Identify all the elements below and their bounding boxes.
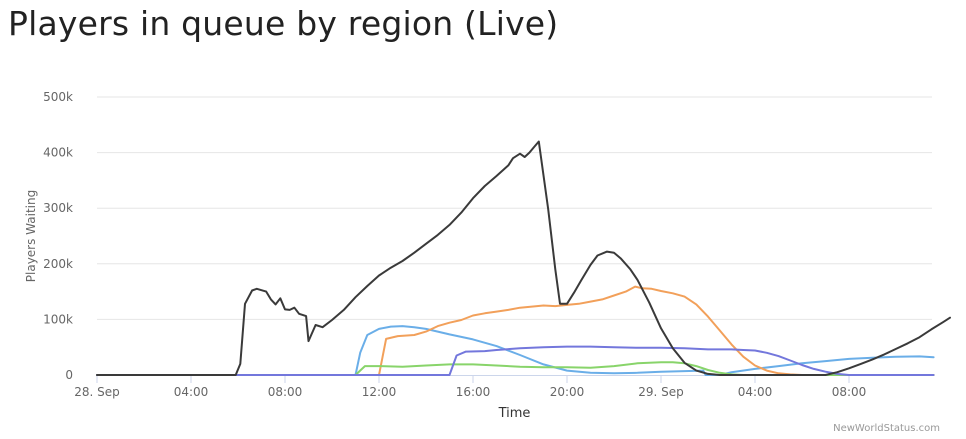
y-axis-ticks: 0 100k 200k 300k 400k 500k: [43, 90, 73, 382]
y-tick-label: 100k: [43, 312, 73, 326]
y-tick-label: 200k: [43, 257, 73, 271]
series-line-4[interactable]: [96, 345, 935, 376]
x-tick-label: 29. Sep: [638, 385, 684, 399]
x-tick-label: 04:00: [174, 385, 209, 399]
y-axis-title: Players Waiting: [24, 190, 38, 282]
y-tick-label: 500k: [43, 90, 73, 104]
page-title: Players in queue by region (Live): [8, 4, 559, 43]
y-gridlines: [97, 96, 932, 320]
y-tick-label: 400k: [43, 146, 73, 160]
x-tick-label: 28. Sep: [74, 385, 120, 399]
x-tick-label: 20:00: [550, 385, 585, 399]
x-tick-label: 16:00: [456, 385, 491, 399]
x-axis-ticks: 28. Sep 04:00 08:00 12:00 16:00 20:00 29. Sep 0…: [74, 375, 866, 399]
x-tick-label: 08:00: [832, 385, 867, 399]
series-line-3[interactable]: [96, 361, 935, 376]
x-axis-title: Time: [498, 406, 531, 421]
series-line-5[interactable]: [96, 140, 951, 376]
x-tick-label: 12:00: [362, 385, 397, 399]
x-tick-label: 04:00: [738, 385, 773, 399]
y-tick-label: 300k: [43, 201, 73, 215]
x-tick-label: 08:00: [268, 385, 303, 399]
credits-link[interactable]: NewWorldStatus.com: [833, 423, 940, 434]
series-line-1[interactable]: [96, 325, 935, 376]
y-tick-label: 0: [65, 368, 73, 382]
series-group: [96, 140, 951, 376]
